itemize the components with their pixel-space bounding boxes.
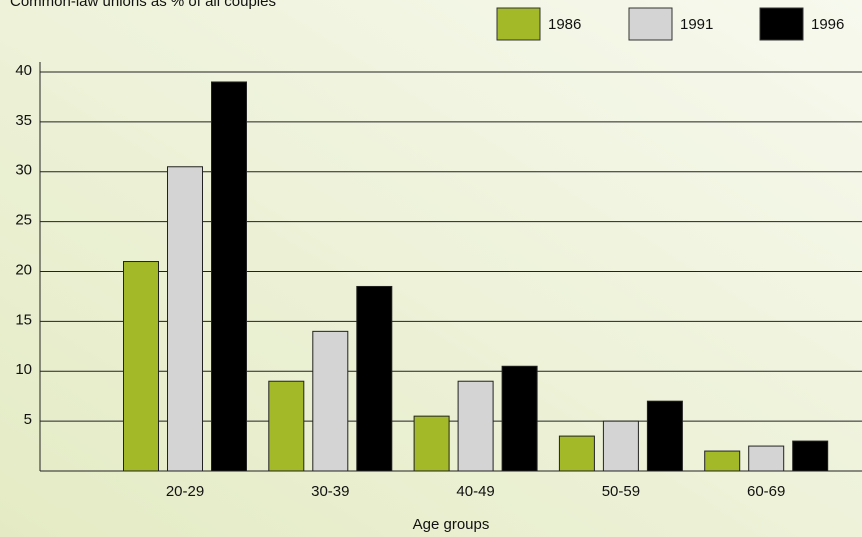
x-tick-label: 60-69 xyxy=(747,483,785,500)
y-tick-label: 5 xyxy=(24,411,32,428)
bar xyxy=(268,380,305,472)
legend-label: 1991 xyxy=(680,16,713,33)
y-tick-label: 20 xyxy=(15,261,32,278)
bar xyxy=(356,285,393,472)
bar xyxy=(457,380,494,472)
y-tick-label: 30 xyxy=(15,162,32,179)
bar xyxy=(602,420,639,472)
y-tick-label: 40 xyxy=(15,62,32,79)
x-tick-label: 30-39 xyxy=(311,483,349,500)
bar xyxy=(558,435,595,472)
legend-swatch xyxy=(759,7,804,41)
bar xyxy=(312,330,349,472)
bar xyxy=(413,415,450,472)
x-tick-label: 20-29 xyxy=(166,483,204,500)
legend-swatch xyxy=(496,7,541,41)
y-tick-label: 25 xyxy=(15,212,32,229)
bar xyxy=(748,445,785,472)
y-tick-label: 15 xyxy=(15,311,32,328)
bar xyxy=(646,400,683,472)
legend-label: 1986 xyxy=(548,16,581,33)
bar xyxy=(123,261,159,472)
x-tick-label: 50-59 xyxy=(602,483,640,500)
chart-title: Common-law unions as % of all couples xyxy=(10,0,276,10)
bar xyxy=(704,450,741,472)
legend-swatch xyxy=(628,7,673,41)
bar xyxy=(167,166,203,472)
bar xyxy=(211,81,247,472)
y-tick-label: 35 xyxy=(15,112,32,129)
bar xyxy=(792,440,829,472)
bar xyxy=(501,365,538,472)
x-tick-label: 40-49 xyxy=(456,483,494,500)
legend-label: 1996 xyxy=(811,16,844,33)
x-axis-label: Age groups xyxy=(413,516,490,533)
y-tick-label: 10 xyxy=(15,361,32,378)
